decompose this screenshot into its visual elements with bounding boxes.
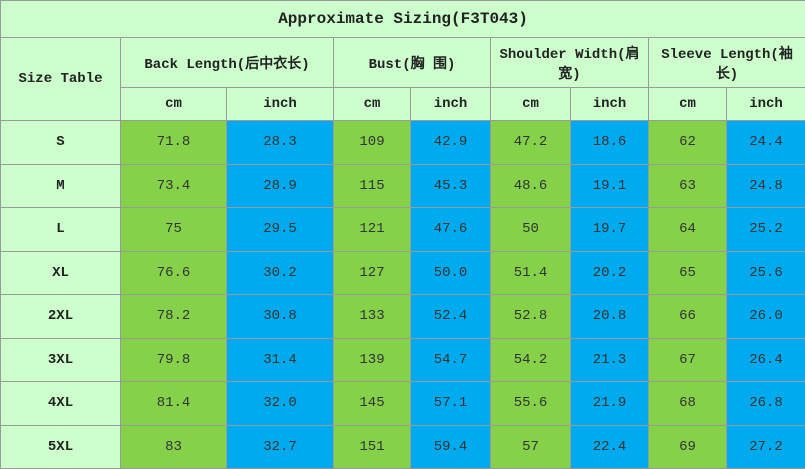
measurement: 115 [334,164,411,208]
measurement: 27.2 [727,425,805,469]
unit-header: cm [491,88,571,121]
measurement: 24.4 [727,121,805,165]
size-label: 3XL [1,338,121,382]
measurement: 30.2 [227,251,334,295]
measurement: 79.8 [121,338,227,382]
unit-header: inch [411,88,491,121]
measurement: 20.2 [571,251,649,295]
measurement: 64 [649,208,727,252]
measurement: 59.4 [411,425,491,469]
size-label: M [1,164,121,208]
measurement: 121 [334,208,411,252]
measurement: 19.7 [571,208,649,252]
measurement: 28.9 [227,164,334,208]
size-label: 2XL [1,295,121,339]
measurement: 57 [491,425,571,469]
measurement: 133 [334,295,411,339]
corner-header: Size Table [1,38,121,121]
size-label: 4XL [1,382,121,426]
measurement: 32.7 [227,425,334,469]
measurement: 54.2 [491,338,571,382]
measurement: 75 [121,208,227,252]
measurement: 145 [334,382,411,426]
measurement: 45.3 [411,164,491,208]
group-header: Sleeve Length(袖 长) [649,38,805,88]
measurement: 66 [649,295,727,339]
measurement: 62 [649,121,727,165]
size-label: S [1,121,121,165]
size-label: XL [1,251,121,295]
measurement: 50.0 [411,251,491,295]
measurement: 151 [334,425,411,469]
measurement: 26.0 [727,295,805,339]
table-row: Approximate Sizing(F3T043) [1,1,805,38]
measurement: 78.2 [121,295,227,339]
table-title: Approximate Sizing(F3T043) [1,1,805,38]
group-header: Shoulder Width(肩宽) [491,38,649,88]
measurement: 32.0 [227,382,334,426]
measurement: 83 [121,425,227,469]
unit-header: inch [571,88,649,121]
size-label: 5XL [1,425,121,469]
measurement: 109 [334,121,411,165]
measurement: 65 [649,251,727,295]
measurement: 55.6 [491,382,571,426]
measurement: 47.6 [411,208,491,252]
unit-header: cm [649,88,727,121]
measurement: 20.8 [571,295,649,339]
measurement: 42.9 [411,121,491,165]
measurement: 54.7 [411,338,491,382]
measurement: 31.4 [227,338,334,382]
measurement: 28.3 [227,121,334,165]
measurement: 26.8 [727,382,805,426]
unit-header: inch [227,88,334,121]
measurement: 25.2 [727,208,805,252]
measurement: 47.2 [491,121,571,165]
measurement: 73.4 [121,164,227,208]
measurement: 29.5 [227,208,334,252]
measurement: 127 [334,251,411,295]
size-label: L [1,208,121,252]
measurement: 22.4 [571,425,649,469]
measurement: 139 [334,338,411,382]
unit-header: cm [334,88,411,121]
measurement: 30.8 [227,295,334,339]
measurement: 81.4 [121,382,227,426]
measurement: 71.8 [121,121,227,165]
measurement: 21.9 [571,382,649,426]
measurement: 48.6 [491,164,571,208]
measurement: 50 [491,208,571,252]
measurement: 52.8 [491,295,571,339]
measurement: 25.6 [727,251,805,295]
measurement: 52.4 [411,295,491,339]
measurement: 26.4 [727,338,805,382]
measurement: 68 [649,382,727,426]
measurement: 67 [649,338,727,382]
group-header: Back Length(后中衣长) [121,38,334,88]
measurement: 57.1 [411,382,491,426]
measurement: 69 [649,425,727,469]
measurement: 18.6 [571,121,649,165]
measurement: 76.6 [121,251,227,295]
measurement: 21.3 [571,338,649,382]
measurement: 19.1 [571,164,649,208]
unit-header: inch [727,88,805,121]
group-header: Bust(胸 围) [334,38,491,88]
measurement: 63 [649,164,727,208]
measurement: 51.4 [491,251,571,295]
unit-header: cm [121,88,227,121]
measurement: 24.8 [727,164,805,208]
